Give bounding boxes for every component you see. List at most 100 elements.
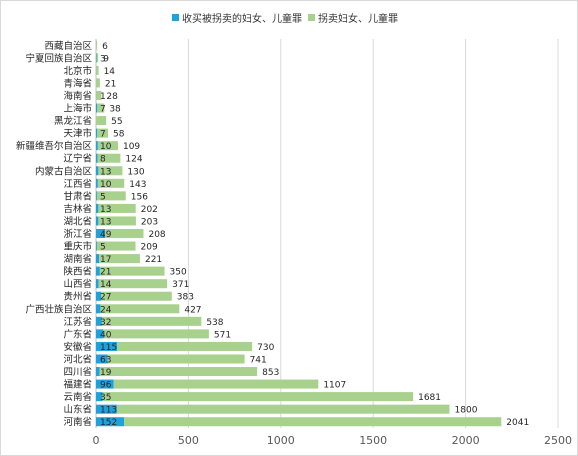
- bar-trafficking: [107, 354, 245, 364]
- data-label-buyer: 3: [100, 54, 106, 64]
- bar-trafficking: [97, 153, 121, 163]
- data-label-trafficking: 124: [125, 155, 142, 165]
- data-label-trafficking: 38: [109, 105, 121, 115]
- data-label-buyer: 10: [100, 180, 112, 190]
- bar-buyer: [96, 254, 100, 264]
- x-tick-label: 2000: [452, 434, 480, 447]
- category-label: 甘肃省: [63, 190, 92, 202]
- bar-trafficking: [96, 241, 136, 251]
- data-label-buyer: 115: [100, 343, 117, 353]
- bar-trafficking: [105, 228, 144, 239]
- bar-trafficking: [96, 116, 107, 126]
- data-label-trafficking: 1800: [455, 406, 478, 416]
- bar-trafficking: [99, 266, 165, 276]
- legend-item-buyer: 收买被拐卖的妇女、儿童罪: [172, 10, 302, 25]
- category-label: 重庆市: [63, 241, 92, 253]
- data-label-buyer: 7: [100, 105, 106, 115]
- data-label-trafficking: 21: [105, 79, 116, 89]
- category-label: 上海市: [63, 103, 92, 115]
- category-label: 海南省: [63, 90, 92, 102]
- category-label: 河北省: [63, 353, 92, 365]
- bar-trafficking: [98, 203, 136, 213]
- data-label-trafficking: 538: [206, 318, 223, 328]
- legend-label-trafficking: 拐卖妇女、儿童罪: [318, 13, 398, 25]
- bar-trafficking: [113, 379, 319, 389]
- data-label-trafficking: 6: [102, 42, 108, 52]
- chart-legend: 收买被拐卖的妇女、儿童罪 拐卖妇女、儿童罪: [172, 9, 404, 25]
- data-label-buyer: 49: [100, 230, 112, 240]
- legend-item-trafficking: 拐卖妇女、儿童罪: [308, 10, 398, 25]
- data-label-trafficking: 853: [262, 368, 279, 378]
- data-label-trafficking: 209: [141, 243, 158, 253]
- data-label-buyer: 1: [100, 92, 106, 102]
- data-label-buyer: 7: [100, 130, 106, 140]
- data-label-trafficking: 350: [170, 268, 187, 278]
- x-tick-label: 2500: [544, 434, 572, 447]
- bar-buyer: [96, 128, 98, 138]
- bar-trafficking: [96, 65, 99, 75]
- bar-trafficking: [96, 78, 100, 88]
- bar-trafficking: [98, 279, 168, 289]
- data-label-trafficking: 730: [257, 343, 274, 353]
- data-label-trafficking: 55: [111, 117, 122, 127]
- bar-trafficking: [102, 392, 414, 402]
- category-label: 浙江省: [63, 228, 92, 240]
- category-label: 天津市: [63, 128, 92, 140]
- legend-swatch-buyer: [172, 13, 179, 21]
- data-label-trafficking: 28: [106, 92, 118, 102]
- category-label: 四川省: [63, 366, 92, 378]
- data-label-buyer: 8: [100, 155, 106, 165]
- data-label-buyer: 17: [100, 255, 111, 265]
- data-label-trafficking: 1107: [323, 381, 346, 391]
- bar-buyer: [96, 379, 114, 389]
- bar-buyer: [96, 367, 100, 377]
- bar-buyer: [96, 53, 97, 63]
- category-label: 广西壮族自治区: [25, 303, 92, 315]
- bar-trafficking: [98, 216, 136, 226]
- x-tick-label: 1500: [359, 434, 387, 447]
- bar-buyer: [96, 404, 117, 414]
- data-label-buyer: 13: [100, 167, 111, 177]
- bar-buyer: [96, 329, 104, 339]
- bar-trafficking: [124, 417, 502, 427]
- category-label: 河南省: [63, 416, 92, 428]
- data-label-buyer: 35: [100, 393, 111, 403]
- category-label: 内蒙古自治区: [35, 165, 93, 177]
- data-label-buyer: 27: [100, 293, 111, 303]
- category-label: 安徽省: [63, 341, 92, 353]
- bar-trafficking: [97, 141, 118, 151]
- bar-buyer: [96, 178, 98, 188]
- category-label: 江苏省: [63, 316, 92, 328]
- category-label: 新疆维吾尔自治区: [16, 140, 93, 152]
- category-label: 湖南省: [63, 253, 92, 265]
- bar-trafficking: [101, 316, 202, 326]
- data-label-trafficking: 156: [131, 192, 148, 202]
- category-label: 云南省: [63, 391, 92, 403]
- data-label-buyer: 10: [100, 142, 112, 152]
- data-label-trafficking: 427: [184, 305, 201, 315]
- bar-trafficking: [100, 291, 172, 301]
- category-label: 江西省: [63, 178, 92, 190]
- bar-buyer: [96, 153, 98, 163]
- data-label-trafficking: 371: [172, 280, 189, 290]
- data-label-trafficking: 1681: [418, 393, 441, 403]
- bar-trafficking: [116, 404, 450, 414]
- bar-buyer: [96, 417, 125, 427]
- category-label: 北京市: [63, 65, 92, 77]
- bar-buyer: [96, 103, 98, 113]
- category-label: 福建省: [63, 379, 92, 391]
- bar-trafficking: [117, 341, 253, 351]
- bar-buyer: [96, 216, 99, 226]
- data-label-buyer: 96: [100, 381, 112, 391]
- data-label-buyer: 13: [100, 205, 111, 215]
- category-label: 宁夏回族自治区: [25, 52, 92, 64]
- bar-buyer: [96, 304, 101, 314]
- data-label-buyer: 13: [100, 217, 111, 227]
- bar-buyer: [96, 203, 99, 213]
- data-label-trafficking: 9: [103, 54, 109, 64]
- legend-label-buyer: 收买被拐卖的妇女、儿童罪: [182, 13, 302, 25]
- bar-buyer: [96, 228, 106, 239]
- bar-buyer: [96, 341, 118, 351]
- bar-trafficking: [100, 304, 180, 314]
